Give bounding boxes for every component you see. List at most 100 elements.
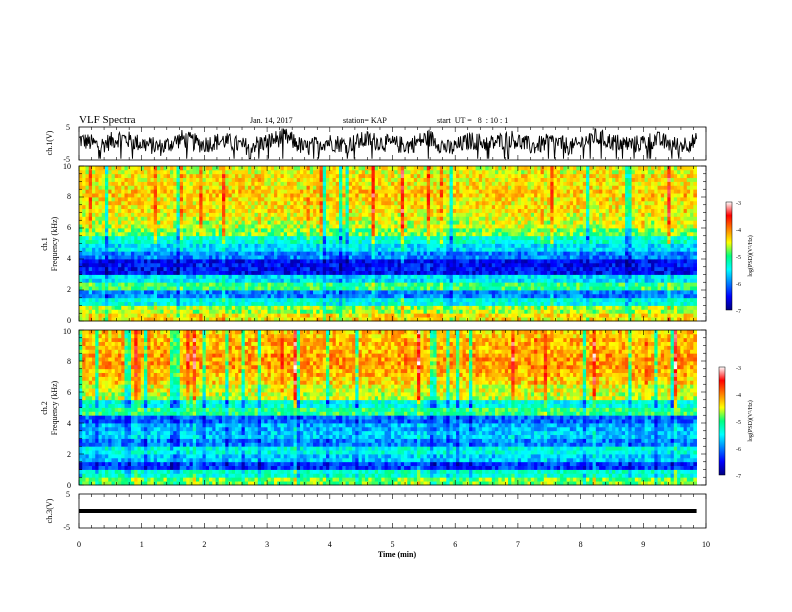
spectrogram-cell <box>209 313 213 318</box>
spectrogram-cell <box>92 208 96 213</box>
spectrogram-cell <box>186 266 190 272</box>
spectrogram-cell <box>88 255 93 260</box>
spectrogram-cell <box>394 228 398 233</box>
spectrogram-cell <box>397 317 402 322</box>
spectrogram-cell <box>267 208 272 213</box>
spectrogram-cell <box>218 177 223 182</box>
spectrogram-cell <box>397 262 402 268</box>
spectrogram-cell <box>459 193 463 198</box>
spectrogram-cell <box>111 193 116 198</box>
spectrogram-cell <box>160 239 164 244</box>
spectrogram-cell <box>218 290 223 295</box>
spectrogram-cell <box>267 228 272 233</box>
spectrogram-cell <box>371 185 376 190</box>
spectrogram-cell <box>459 197 463 202</box>
spectrogram-cell <box>98 166 103 171</box>
spectrogram-cell <box>261 216 265 221</box>
spectrogram-cell <box>332 177 337 182</box>
spectrogram-cell <box>475 290 480 295</box>
spectrogram-cell <box>101 274 106 279</box>
spectrogram-cell <box>127 220 132 225</box>
spectrogram-cell <box>423 173 428 179</box>
spectrogram-cell <box>313 177 317 182</box>
spectrogram-cell <box>420 301 424 306</box>
spectrogram-cell <box>309 173 314 179</box>
spectrogram-cell <box>101 212 106 217</box>
spectrogram-cell <box>257 185 262 190</box>
spectrogram-cell <box>309 193 314 198</box>
spectrogram-cell <box>228 185 233 190</box>
spectrogram-cell <box>212 224 216 229</box>
spectrogram-cell <box>274 266 278 272</box>
spectrogram-cell <box>238 251 242 256</box>
spectrogram-cell <box>345 293 350 299</box>
spectrogram-cell <box>254 185 259 190</box>
spectrogram-cell <box>235 262 239 268</box>
spectrogram-cell <box>436 177 441 182</box>
spectrogram-cell <box>436 212 441 217</box>
spectrogram-cell <box>101 193 106 198</box>
spectrogram-cell <box>329 177 333 182</box>
spectrogram-cell <box>160 231 164 237</box>
spectrogram-cell <box>469 309 473 314</box>
spectrogram-cell <box>355 193 359 198</box>
spectrogram-cell <box>368 239 372 244</box>
spectrogram-cell <box>82 235 86 241</box>
spectrogram-cell <box>391 286 395 291</box>
spectrogram-cell <box>456 189 460 194</box>
spectrogram-cell <box>267 278 272 283</box>
spectrogram-cell <box>228 270 233 275</box>
spectrogram-cell <box>400 173 405 179</box>
spectrogram-cell <box>173 286 177 291</box>
spectrogram-cell <box>241 208 246 213</box>
spectrogram-cell <box>144 189 148 194</box>
spectrogram-cell <box>472 266 476 272</box>
spectrogram-cell <box>192 235 197 241</box>
spectrogram-cell <box>199 177 203 182</box>
spectrogram-cell <box>212 189 216 194</box>
spectrogram-cell <box>212 185 216 190</box>
spectrogram-cell <box>339 185 343 190</box>
spectrogram-cell <box>88 282 93 287</box>
spectrogram-cell <box>114 212 119 217</box>
spectrogram-cell <box>462 197 467 202</box>
spectrogram-cell <box>342 204 346 210</box>
spectrogram-cell <box>397 228 402 233</box>
spectrogram-cell <box>374 282 379 287</box>
spectrogram-cell <box>352 173 356 179</box>
spectrogram-cell <box>134 293 138 299</box>
spectrogram-cell <box>322 224 327 229</box>
spectrogram-cell <box>127 251 132 256</box>
spectrogram-cell <box>270 220 275 225</box>
spectrogram-cell <box>296 185 301 190</box>
spectrogram-cell <box>137 297 142 303</box>
spectrogram-cell <box>397 193 402 198</box>
spectrogram-cell <box>361 251 366 256</box>
spectrogram-cell <box>394 313 398 318</box>
spectrogram-cell <box>199 239 203 244</box>
spectrogram-cell <box>105 301 109 306</box>
spectrogram-cell <box>270 278 275 283</box>
spectrogram-cell <box>82 313 86 318</box>
spectrogram-cell <box>319 297 324 303</box>
spectrogram-cell <box>296 204 301 210</box>
spectrogram-cell <box>215 309 220 314</box>
spectrogram-cell <box>209 270 213 275</box>
spectrogram-cell <box>140 189 145 194</box>
spectrogram-cell <box>218 259 223 264</box>
spectrogram-cell <box>283 278 288 283</box>
spectrogram-cell <box>186 313 190 318</box>
spectrogram-cell <box>407 212 411 217</box>
spectrogram-cell <box>482 313 486 318</box>
spectrogram-cell <box>231 181 236 186</box>
spectrogram-cell <box>277 169 281 175</box>
spectrogram-cell <box>345 224 350 229</box>
spectrogram-cell <box>371 262 376 268</box>
spectrogram-cell <box>209 169 213 175</box>
spectrogram-cell <box>82 282 86 287</box>
spectrogram-cell <box>290 197 294 202</box>
spectrogram-cell <box>108 305 112 310</box>
spectrogram-cell <box>88 228 93 233</box>
spectrogram-cell <box>381 274 385 279</box>
spectrogram-cell <box>88 200 93 206</box>
